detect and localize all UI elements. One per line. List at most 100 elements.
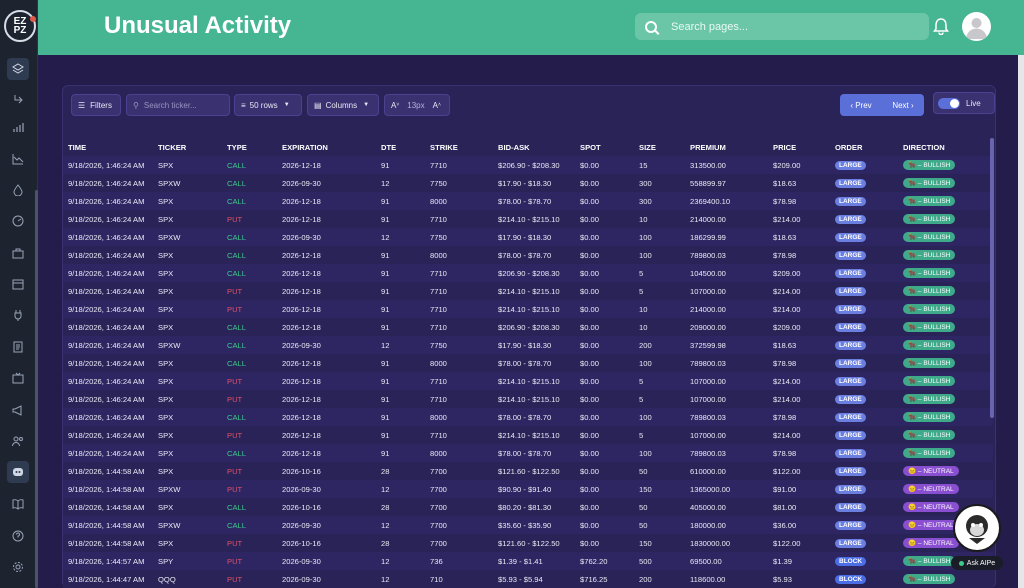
table-cell: 150 <box>634 480 685 498</box>
table-row[interactable]: 9/18/2026, 1:46:24 AM SPX CALL 2026-12-18 91… <box>63 354 993 372</box>
column-header[interactable]: SIZE <box>634 138 685 156</box>
settings-icon[interactable] <box>7 556 29 578</box>
column-header[interactable]: STRIKE <box>425 138 493 156</box>
neutral-face-icon: 😐 – <box>908 468 924 475</box>
direction-label: BULLISH <box>923 450 951 457</box>
window-edge <box>1018 55 1024 588</box>
option-type: PUT <box>227 466 243 476</box>
prev-page-button[interactable]: ‹ Prev <box>850 100 872 110</box>
direction-label: BULLISH <box>923 432 951 439</box>
font-decrease-button[interactable]: A <box>391 100 397 110</box>
column-header[interactable]: TYPE <box>222 138 277 156</box>
column-header[interactable]: PRICE <box>768 138 830 156</box>
table-cell: 1830000.00 <box>685 534 768 552</box>
layers-icon[interactable] <box>7 58 29 80</box>
discord-icon[interactable] <box>7 461 29 483</box>
table-row[interactable]: 9/18/2026, 1:46:24 AM SPXW CALL 2026-09-30 1… <box>63 228 993 246</box>
ticker-search-input[interactable] <box>143 100 224 110</box>
column-header[interactable]: SPOT <box>575 138 634 156</box>
column-header[interactable]: DIRECTION <box>898 138 993 156</box>
table-row[interactable]: 9/18/2026, 1:44:58 AM SPX CALL 2026-10-16 28… <box>63 498 993 516</box>
bar-chart-icon[interactable] <box>7 117 29 139</box>
table-cell: 9/18/2026, 1:44:58 AM <box>63 462 153 480</box>
live-toggle[interactable]: Live <box>933 92 995 114</box>
table-cell: 28 <box>376 534 425 552</box>
help-icon[interactable] <box>7 525 29 547</box>
calendar-icon[interactable] <box>7 273 29 295</box>
rows-select[interactable]: ≡ 50 rows ▼ <box>234 94 302 116</box>
plug-icon[interactable] <box>7 304 29 326</box>
table-row[interactable]: 9/18/2026, 1:46:24 AM SPX PUT 2026-12-18 91 7… <box>63 300 993 318</box>
droplet-icon[interactable] <box>7 179 29 201</box>
table-row[interactable]: 9/18/2026, 1:46:24 AM SPX PUT 2026-12-18 91 7… <box>63 390 993 408</box>
gauge-icon[interactable] <box>7 210 29 232</box>
sidebar-scrollbar[interactable] <box>35 190 38 588</box>
table-cell: 91 <box>376 390 425 408</box>
table-row[interactable]: 9/18/2026, 1:46:24 AM SPX CALL 2026-12-18 91… <box>63 408 993 426</box>
table-cell: $214.10 - $215.10 <box>493 372 575 390</box>
font-increase-button[interactable]: A <box>432 100 438 110</box>
table-cell: SPX <box>153 390 222 408</box>
table-row[interactable]: 9/18/2026, 1:46:24 AM SPX CALL 2026-12-18 91… <box>63 264 993 282</box>
table-row[interactable]: 9/18/2026, 1:46:24 AM SPX PUT 2026-12-18 91 7… <box>63 282 993 300</box>
table-cell: 9/18/2026, 1:46:24 AM <box>63 318 153 336</box>
table-cell: SPXW <box>153 174 222 192</box>
bull-icon: 🐂 – <box>908 234 924 241</box>
table-row[interactable]: 9/18/2026, 1:46:24 AM SPX CALL 2026-12-18 91… <box>63 318 993 336</box>
neutral-face-icon: 😐 – <box>908 540 924 547</box>
arrow-return-icon[interactable] <box>7 88 29 110</box>
table-row[interactable]: 9/18/2026, 1:46:24 AM SPX CALL 2026-12-18 91… <box>63 246 993 264</box>
ask-ai-button[interactable] <box>953 504 1001 552</box>
briefcase-icon[interactable] <box>7 242 29 264</box>
table-row[interactable]: 9/18/2026, 1:46:24 AM SPX PUT 2026-12-18 91 7… <box>63 426 993 444</box>
ask-ai-label[interactable]: Ask AIPe <box>951 556 1003 570</box>
column-header[interactable]: PREMIUM <box>685 138 768 156</box>
column-header[interactable]: DTE <box>376 138 425 156</box>
live-switch[interactable] <box>938 97 960 109</box>
table-cell: $17.90 - $18.30 <box>493 174 575 192</box>
table-row[interactable]: 9/18/2026, 1:46:24 AM SPXW CALL 2026-09-30 1… <box>63 336 993 354</box>
column-header[interactable]: BID-ASK <box>493 138 575 156</box>
table-row[interactable]: 9/18/2026, 1:44:58 AM SPX PUT 2026-10-16 28 7… <box>63 534 993 552</box>
table-scrollbar[interactable] <box>990 138 994 418</box>
ticker-search[interactable]: ⚲ <box>126 94 230 116</box>
table-row[interactable]: 9/18/2026, 1:44:57 AM SPY PUT 2026-09-30 12 7… <box>63 552 993 570</box>
tv-icon[interactable] <box>7 367 29 389</box>
table-cell: 91 <box>376 282 425 300</box>
app-logo[interactable]: EZ PZ <box>4 10 36 42</box>
next-page-button[interactable]: Next › <box>892 100 914 110</box>
document-icon[interactable] <box>7 336 29 358</box>
column-header[interactable]: TICKER <box>153 138 222 156</box>
table-row[interactable]: 9/18/2026, 1:44:58 AM SPXW PUT 2026-09-30 12… <box>63 480 993 498</box>
filters-button[interactable]: ☰ Filters <box>71 94 121 116</box>
logo-text-bottom: PZ <box>13 25 27 36</box>
table-cell: 7750 <box>425 228 493 246</box>
table-row[interactable]: 9/18/2026, 1:44:58 AM SPXW CALL 2026-09-30 1… <box>63 516 993 534</box>
table-cell: 91 <box>376 408 425 426</box>
direction-label: BULLISH <box>923 252 951 259</box>
table-row[interactable]: 9/18/2026, 1:46:24 AM SPX PUT 2026-12-18 91 7… <box>63 210 993 228</box>
book-icon[interactable] <box>7 493 29 515</box>
table-row[interactable]: 9/18/2026, 1:46:24 AM SPX CALL 2026-12-18 91… <box>63 156 993 174</box>
columns-select[interactable]: ▤ Columns ▼ <box>307 94 379 116</box>
page-search[interactable] <box>635 13 929 40</box>
column-header[interactable]: TIME <box>63 138 153 156</box>
megaphone-icon[interactable] <box>7 399 29 421</box>
direction-badge: 😐 – NEUTRAL <box>903 484 959 494</box>
table-row[interactable]: 9/18/2026, 1:46:24 AM SPX PUT 2026-12-18 91 7… <box>63 372 993 390</box>
table-row[interactable]: 9/18/2026, 1:44:58 AM SPX PUT 2026-10-16 28 7… <box>63 462 993 480</box>
table-cell: 9/18/2026, 1:46:24 AM <box>63 336 153 354</box>
bell-icon[interactable] <box>933 17 949 35</box>
table-cell: $0.00 <box>575 390 634 408</box>
column-header[interactable]: EXPIRATION <box>277 138 376 156</box>
column-header[interactable]: ORDER <box>830 138 898 156</box>
table-row[interactable]: 9/18/2026, 1:46:24 AM SPX CALL 2026-12-18 91… <box>63 192 993 210</box>
table-row[interactable]: 9/18/2026, 1:46:24 AM SPXW CALL 2026-09-30 1… <box>63 174 993 192</box>
activity-table: TIME TICKER TYPE EXPIRATION DTE STRIKE BID-ASK… <box>63 138 993 588</box>
table-row[interactable]: 9/18/2026, 1:44:47 AM QQQ PUT 2026-09-30 12 7… <box>63 570 993 588</box>
table-row[interactable]: 9/18/2026, 1:46:24 AM SPX CALL 2026-12-18 91… <box>63 444 993 462</box>
users-icon[interactable] <box>7 430 29 452</box>
page-search-input[interactable] <box>671 20 901 33</box>
trend-chart-icon[interactable] <box>7 148 29 170</box>
user-avatar[interactable] <box>962 12 991 41</box>
